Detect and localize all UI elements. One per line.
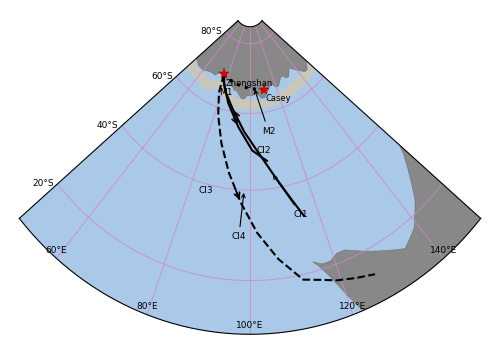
Text: 20°S: 20°S (32, 179, 54, 189)
Text: M1: M1 (219, 88, 232, 97)
Text: 140°E: 140°E (430, 246, 457, 255)
Text: 120°E: 120°E (340, 302, 366, 311)
PathPatch shape (20, 21, 480, 334)
Text: 80°S: 80°S (200, 27, 222, 36)
Text: CI4: CI4 (232, 194, 246, 241)
PathPatch shape (312, 145, 480, 311)
Text: M2: M2 (254, 91, 275, 136)
Text: 40°S: 40°S (96, 121, 118, 130)
Text: Zhongshan: Zhongshan (226, 79, 273, 88)
PathPatch shape (186, 60, 316, 110)
Text: Casey: Casey (266, 94, 291, 103)
Text: CI1: CI1 (274, 176, 308, 219)
Text: 60°S: 60°S (151, 72, 173, 81)
Text: 80°E: 80°E (136, 302, 158, 311)
PathPatch shape (196, 21, 307, 99)
Text: 60°E: 60°E (46, 246, 68, 255)
Text: CI2: CI2 (257, 146, 272, 155)
Text: CI3: CI3 (199, 186, 214, 195)
Text: 100°E: 100°E (236, 321, 264, 331)
